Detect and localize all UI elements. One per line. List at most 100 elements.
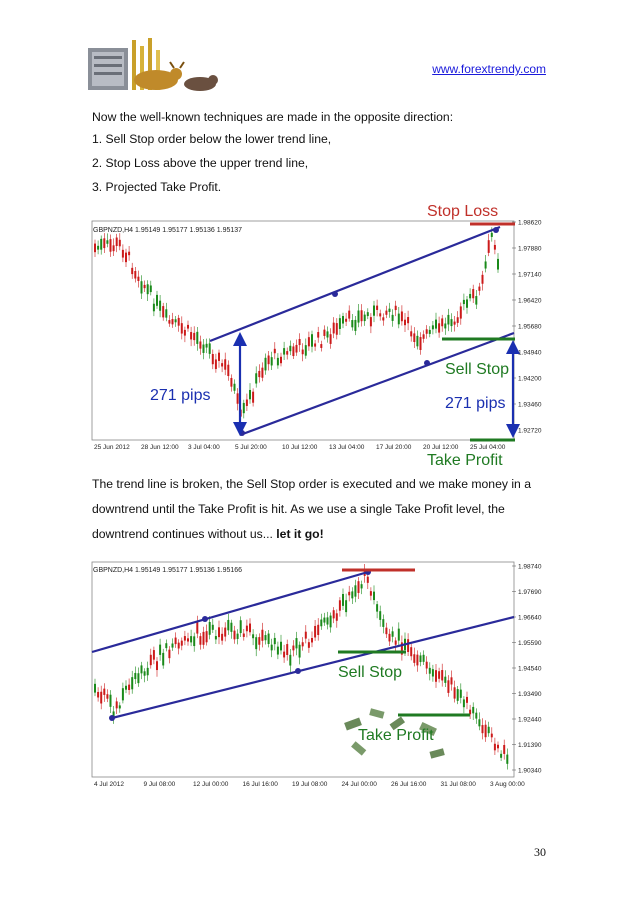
candle-body: [354, 585, 357, 597]
candle-body: [289, 345, 292, 352]
candle-body: [332, 610, 335, 619]
candle-body: [345, 600, 348, 613]
candle-body: [394, 305, 397, 311]
candle-body: [202, 344, 205, 353]
candle-body: [227, 364, 230, 377]
chart-one-channel-setup: 1.98620 1.97880 1.97140 1.96420 1.95680 1.949…: [90, 203, 545, 470]
candle-body: [134, 672, 137, 680]
y-tick-label: 1.94940: [518, 350, 542, 357]
candle-body: [137, 673, 140, 684]
lower-trend-line: [239, 331, 515, 437]
x-tick-label: 4 Jul 2012: [94, 781, 124, 788]
candle-body: [397, 628, 400, 641]
candle-body: [94, 243, 96, 253]
candle-body: [283, 651, 286, 658]
candle-body: [462, 299, 465, 305]
explanation-paragraph: The trend line is broken, the Sell Stop …: [92, 477, 531, 541]
candle-body: [351, 591, 354, 599]
y-tick-label: 1.92720: [518, 428, 542, 435]
candle-body: [152, 650, 155, 660]
candle-body: [109, 694, 112, 707]
x-tick-label: 5 Jul 20:00: [235, 444, 267, 451]
candle-body: [379, 611, 382, 620]
candle-body: [128, 251, 131, 256]
stop-loss-label: Stop Loss: [427, 203, 498, 220]
candle-body: [131, 677, 134, 690]
candle-body: [416, 654, 419, 666]
candle-body: [413, 654, 416, 663]
candle-body: [348, 310, 351, 319]
candle-body: [351, 320, 354, 328]
candle-body: [382, 317, 385, 321]
candle-body: [323, 329, 326, 336]
candle-body: [205, 631, 208, 643]
x-tick-label: 12 Jul 00:00: [193, 781, 229, 788]
candle-body: [211, 624, 214, 630]
website-link[interactable]: www.forextrendy.com: [432, 62, 546, 76]
candle-body: [199, 341, 202, 349]
candle-body: [447, 680, 450, 693]
candle-body: [156, 294, 158, 306]
y-tick-label: 1.92440: [518, 717, 542, 724]
x-tick-label: 20 Jul 12:00: [423, 444, 459, 451]
candle-body: [233, 383, 236, 391]
candle-body: [286, 351, 289, 355]
candle-body: [307, 642, 310, 648]
candle-body: [261, 629, 264, 641]
candle-body: [255, 637, 258, 650]
candle-body: [388, 308, 391, 312]
candle-body: [168, 649, 171, 659]
candle-body: [373, 591, 375, 601]
y-tick-label: 1.97880: [518, 246, 542, 253]
candle-body: [224, 627, 227, 637]
emphasis-text: let it go!: [276, 527, 324, 541]
candle-body: [162, 652, 165, 666]
candle-body: [329, 615, 332, 628]
candle-body: [326, 331, 329, 338]
candle-body: [428, 329, 431, 334]
candle-body: [159, 644, 162, 655]
y-tick-label: 1.94200: [518, 376, 542, 383]
candle-body: [345, 318, 348, 322]
candle-body: [342, 316, 344, 324]
candle-body: [376, 604, 379, 612]
candle-body: [503, 745, 506, 754]
candle-body: [481, 725, 484, 734]
y-tick-label: 1.91390: [518, 742, 542, 749]
candle-body: [270, 357, 273, 366]
candle-body: [373, 305, 375, 316]
candle-body: [478, 286, 481, 291]
chart-two-breakdown: 1.98740 1.97690 1.96640 1.95590 1.94540 1.934…: [91, 561, 542, 788]
candle-body: [143, 284, 146, 289]
candle-body: [128, 684, 131, 690]
candle-body: [137, 276, 140, 282]
candle-body: [360, 310, 363, 322]
candle-body: [276, 646, 279, 655]
candle-body: [208, 621, 211, 635]
candle-body: [481, 274, 484, 284]
candle-body: [121, 249, 124, 258]
y-tick-label: 1.98620: [518, 220, 542, 227]
candle-body: [376, 305, 379, 310]
upper-trend-line: [91, 570, 369, 654]
candle-body: [487, 726, 490, 734]
y-tick-label: 1.95680: [518, 324, 542, 331]
candle-body: [332, 322, 335, 334]
candle-body: [338, 600, 341, 611]
candle-body: [298, 338, 301, 346]
candle-body: [236, 633, 239, 639]
candle-body: [258, 637, 261, 645]
candle-body: [140, 281, 143, 294]
y-tick-label: 1.97140: [518, 272, 542, 279]
candle-body: [314, 343, 317, 347]
x-tick-label: 9 Jul 08:00: [144, 781, 176, 788]
candle-body: [149, 285, 152, 293]
candle-body: [472, 289, 475, 299]
candle-body: [106, 694, 109, 699]
candle-body: [109, 239, 112, 252]
candle-body: [267, 355, 270, 365]
y-tick-label: 1.96640: [518, 615, 542, 622]
candle-body: [221, 363, 224, 367]
candle-body: [348, 591, 351, 596]
candle-body: [112, 245, 115, 252]
